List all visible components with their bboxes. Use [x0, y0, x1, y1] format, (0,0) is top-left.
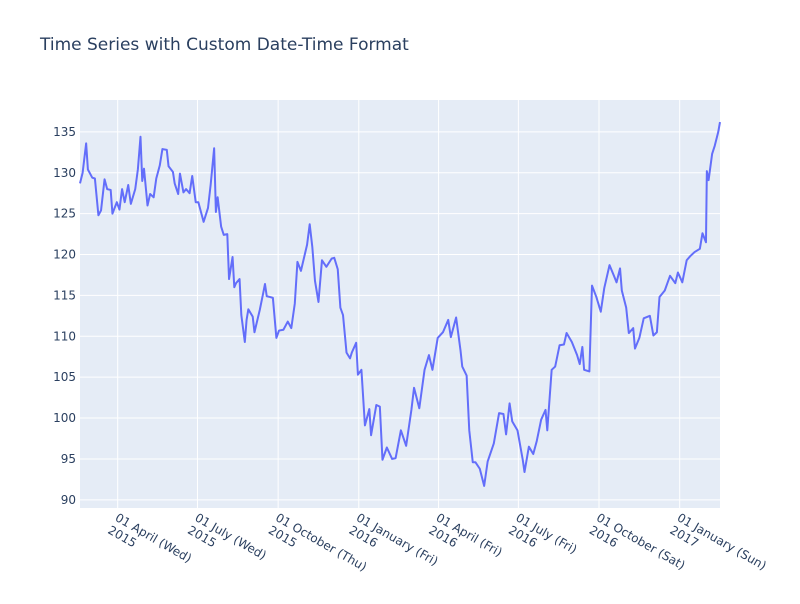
y-tick-label: 125: [53, 207, 76, 221]
chart-title: Time Series with Custom Date-Time Format: [39, 35, 409, 55]
y-tick-label: 95: [61, 452, 76, 466]
x-tick-label: 01 October (Sat)2016: [587, 510, 688, 585]
line: [79, 121, 721, 487]
y-tick-label: 110: [53, 329, 76, 343]
y-tick-label: 120: [53, 248, 76, 262]
y-tick-label: 100: [53, 411, 76, 425]
y-tick-label: 135: [53, 125, 76, 139]
y-tick-label: 115: [53, 288, 76, 302]
x-tick-label: 01 July (Fri)2016: [506, 510, 579, 569]
x-tick-label: 01 January (Sun)2017: [668, 510, 769, 585]
x-tick-label: 01 April (Fri)2016: [426, 510, 504, 572]
y-tick-label: 105: [53, 370, 76, 384]
y-tick-label: 130: [53, 166, 76, 180]
x-tick-label: 01 April (Wed)2015: [106, 510, 195, 578]
y-tick-label: 90: [61, 493, 76, 507]
x-tick-label: 01 July (Wed)2015: [185, 510, 268, 575]
plot-area: [80, 100, 720, 508]
